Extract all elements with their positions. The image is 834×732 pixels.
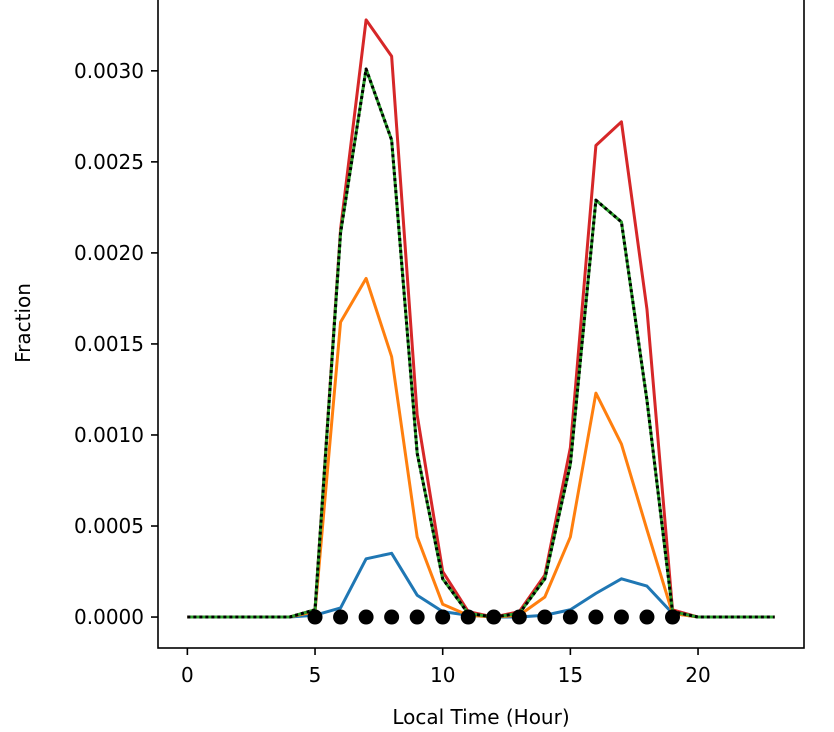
x-axis: 0 5 10 15 20 <box>181 648 711 687</box>
y-tick-label: 0.0005 <box>74 514 144 538</box>
data-point-marker <box>537 609 553 625</box>
data-point-marker <box>333 609 349 625</box>
y-axis: 0.0000 0.0005 0.0010 0.0015 0.0020 0.0025 0.00… <box>74 59 158 629</box>
marker-layer <box>307 609 681 625</box>
series-line-3 <box>187 67 775 619</box>
y-tick-label: 0.0025 <box>74 150 144 174</box>
data-point-marker <box>358 609 374 625</box>
data-point-marker <box>613 609 629 625</box>
data-point-marker <box>665 609 681 625</box>
y-tick-label: 0.0000 <box>74 605 144 629</box>
y-tick-label: 0.0015 <box>74 332 144 356</box>
x-tick-label: 0 <box>181 663 194 687</box>
y-tick-label: 0.0010 <box>74 423 144 447</box>
x-tick-label: 15 <box>558 663 583 687</box>
y-axis-label: Fraction <box>11 283 35 363</box>
series-line-4 <box>187 67 775 619</box>
data-point-marker <box>486 609 502 625</box>
x-tick-label: 20 <box>685 663 710 687</box>
plot-frame <box>157 0 805 649</box>
series-line-2 <box>187 18 775 619</box>
x-tick-label: 10 <box>430 663 455 687</box>
x-axis-label: Local Time (Hour) <box>392 705 569 729</box>
series-layer <box>187 18 775 619</box>
y-tick-label: 0.0020 <box>74 241 144 265</box>
y-tick-label: 0.0030 <box>74 59 144 83</box>
data-point-marker <box>435 609 451 625</box>
data-point-marker <box>307 609 323 625</box>
x-tick-label: 5 <box>309 663 322 687</box>
data-point-marker <box>409 609 425 625</box>
series-line-0 <box>187 551 775 619</box>
data-point-marker <box>562 609 578 625</box>
data-point-marker <box>511 609 527 625</box>
series-line-1 <box>187 276 775 619</box>
data-point-marker <box>588 609 604 625</box>
data-point-marker <box>384 609 400 625</box>
data-point-marker <box>460 609 476 625</box>
data-point-marker <box>639 609 655 625</box>
